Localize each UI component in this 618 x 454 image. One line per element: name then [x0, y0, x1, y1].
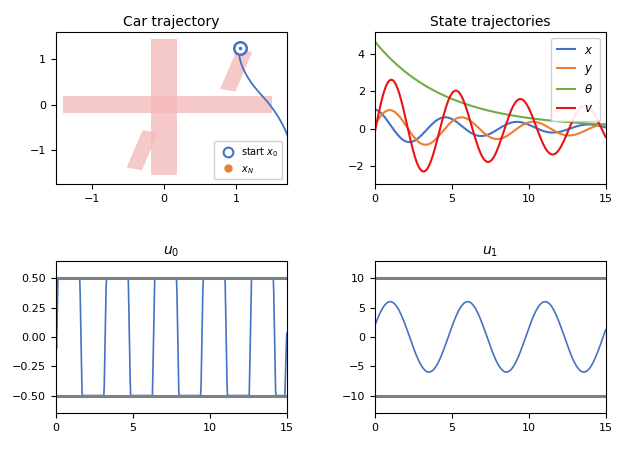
- $v$: [483, 159, 490, 164]
- $\theta$: [561, 119, 568, 124]
- $\theta$: [602, 122, 609, 127]
- $y$: [386, 108, 394, 113]
- $x$: [509, 119, 516, 125]
- Bar: [63, 96, 273, 113]
- $\theta$: [371, 38, 378, 44]
- $\theta$: [481, 107, 488, 112]
- Bar: [220, 49, 252, 92]
- $v$: [420, 169, 427, 174]
- Line: $x$: $x$: [375, 109, 606, 142]
- $x$: [481, 133, 488, 138]
- Bar: [127, 130, 158, 170]
- $v$: [371, 126, 378, 131]
- $y$: [497, 136, 504, 141]
- $x$: [405, 139, 413, 145]
- $x$: [602, 125, 609, 130]
- $y$: [602, 122, 609, 128]
- $\theta$: [509, 113, 516, 118]
- $y$: [598, 122, 605, 128]
- $v$: [561, 136, 569, 141]
- Line: $y$: $y$: [375, 110, 606, 145]
- Legend: start $x_0$, $x_N$: start $x_0$, $x_N$: [214, 141, 282, 179]
- $y$: [421, 142, 429, 148]
- $x$: [483, 133, 490, 138]
- Line: $v$: $v$: [375, 80, 606, 172]
- $y$: [509, 129, 517, 134]
- Bar: [151, 39, 177, 175]
- $x$: [496, 125, 504, 131]
- $v$: [598, 125, 605, 130]
- Title: Car trajectory: Car trajectory: [123, 15, 219, 29]
- Title: $u_1$: $u_1$: [482, 245, 498, 259]
- $x$: [561, 128, 568, 133]
- $x$: [371, 107, 378, 112]
- $v$: [481, 158, 489, 163]
- $\theta$: [482, 107, 489, 113]
- $v$: [509, 104, 517, 109]
- $\theta$: [596, 121, 604, 127]
- Legend: $x$, $y$, $\theta$, $v$: $x$, $y$, $\theta$, $v$: [551, 38, 599, 121]
- $\theta$: [496, 110, 503, 116]
- $v$: [497, 138, 504, 144]
- $y$: [483, 132, 490, 138]
- Title: State trajectories: State trajectories: [430, 15, 551, 29]
- Line: $\theta$: $\theta$: [375, 41, 606, 124]
- $v$: [602, 134, 609, 140]
- $y$: [561, 133, 569, 138]
- $y$: [371, 123, 378, 128]
- Title: $u_0$: $u_0$: [163, 245, 179, 259]
- $y$: [481, 131, 489, 137]
- $v$: [387, 77, 395, 83]
- $x$: [597, 123, 604, 129]
